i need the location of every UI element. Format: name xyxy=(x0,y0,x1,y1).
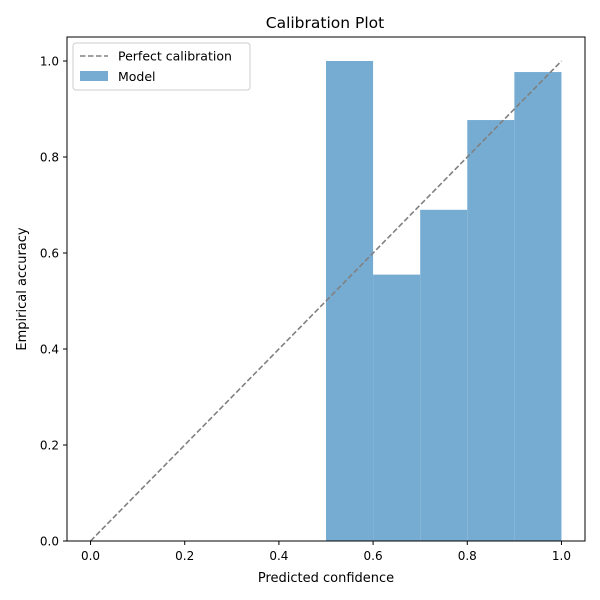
y-tick-label-0: 0.0 xyxy=(40,535,59,549)
plot-frame xyxy=(66,36,586,542)
model-bar-3 xyxy=(467,120,515,541)
x-tick-label-2: 0.4 xyxy=(269,549,288,563)
x-tick-label-5: 1.0 xyxy=(552,549,571,563)
y-tick-label-3: 0.6 xyxy=(40,247,59,261)
x-tick-label-0: 0.0 xyxy=(81,549,100,563)
y-axis-label: Empirical accuracy xyxy=(15,227,30,351)
y-tick-label-4: 0.8 xyxy=(40,151,59,165)
x-tick-label-4: 0.8 xyxy=(458,549,477,563)
legend-model-swatch xyxy=(80,71,108,81)
x-tick-label-3: 0.6 xyxy=(364,549,383,563)
y-tick-label-1: 0.2 xyxy=(40,439,59,453)
model-bar-2 xyxy=(420,209,468,542)
model-bar-1 xyxy=(373,274,421,541)
perfect-calibration-line-group xyxy=(89,60,563,542)
legend-box xyxy=(72,42,251,91)
perfect-calibration-line xyxy=(89,60,563,542)
y-tick-label-2: 0.4 xyxy=(40,343,59,357)
chart-title: Calibration Plot xyxy=(266,14,384,32)
legend-model-label: Model xyxy=(118,69,156,84)
model-bars xyxy=(326,61,562,542)
model-bar-4 xyxy=(514,72,562,541)
legend: Perfect calibration Model xyxy=(72,42,251,91)
legend-perfect-calibration-label: Perfect calibration xyxy=(118,49,232,64)
model-bar-0 xyxy=(326,61,374,541)
x-axis-label: Predicted confidence xyxy=(258,571,394,586)
x-tick-label-1: 0.2 xyxy=(175,549,194,563)
x-axis-ticks: 0.0 0.2 0.4 0.6 0.8 1.0 xyxy=(81,541,571,563)
y-axis-ticks: 0.0 0.2 0.4 0.6 0.8 1.0 xyxy=(40,55,67,549)
y-tick-label-5: 1.0 xyxy=(40,55,59,69)
